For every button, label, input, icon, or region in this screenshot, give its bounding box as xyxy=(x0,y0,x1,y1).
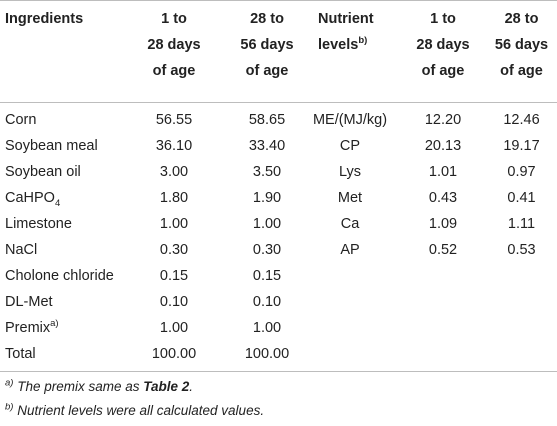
table-reference-link[interactable]: Table 2 xyxy=(143,379,190,394)
nutrient-name: Ca xyxy=(340,216,360,232)
ingredient-value-28-56: 3.50 xyxy=(252,164,282,180)
header-line: Nutrient xyxy=(318,11,374,27)
ingredient-name: DL-Met xyxy=(5,294,53,310)
nutrient-value-28-56: 0.53 xyxy=(507,242,536,258)
header-nutrients-28-to-56-days: 28 to 56 days of age xyxy=(488,6,555,84)
ingredient-value-1-28: 100.00 xyxy=(151,346,197,362)
header-line: of age xyxy=(245,63,289,79)
ingredient-value-28-56: 1.00 xyxy=(252,216,282,232)
footnote-text: Nutrient levels were all calculated valu… xyxy=(13,403,265,418)
header-line: of age xyxy=(152,63,196,79)
ingredient-name-text: Premix xyxy=(5,320,51,336)
header-nutrients-1-to-28-days: 1 to 28 days of age xyxy=(408,6,478,84)
ingredient-value-1-28: 56.55 xyxy=(155,112,193,128)
header-nutrient-levels: Nutrient levelsb) xyxy=(318,6,404,58)
header-line: 1 to xyxy=(430,11,456,27)
footnote-b: b) Nutrient levels were all calculated v… xyxy=(5,402,264,420)
nutrient-name: CP xyxy=(339,138,361,154)
ingredient-value-1-28: 0.10 xyxy=(159,294,189,310)
footnote-marker: b) xyxy=(358,35,368,47)
ingredient-value-1-28: 1.00 xyxy=(159,320,189,336)
footnote-marker: a) xyxy=(5,377,14,389)
ingredient-name: CaHPO4 xyxy=(5,185,60,211)
ingredient-value-28-56: 1.00 xyxy=(252,320,282,336)
top-rule xyxy=(0,0,557,1)
nutrient-value-1-28: 1.01 xyxy=(428,164,458,180)
nutrient-value-28-56: 1.11 xyxy=(507,216,536,232)
ingredient-value-28-56: 0.15 xyxy=(252,268,282,284)
ingredient-value-28-56: 0.30 xyxy=(252,242,282,258)
header-ingredients-28-to-56-days: 28 to 56 days of age xyxy=(222,6,312,84)
bottom-rule xyxy=(0,371,557,372)
header-ingredients: Ingredients xyxy=(5,11,84,27)
ingredient-value-28-56: 100.00 xyxy=(244,346,290,362)
header-ingredients-1-to-28-days: 1 to 28 days of age xyxy=(128,6,220,84)
ingredient-name: Soybean oil xyxy=(5,164,81,180)
footnote-a: a) The premix same as Table 2. xyxy=(5,378,193,396)
nutrient-value-1-28: 0.52 xyxy=(428,242,458,258)
ingredient-name: Cholone chloride xyxy=(5,268,114,284)
nutrient-value-28-56: 0.97 xyxy=(507,164,536,180)
header-line: 56 days xyxy=(494,37,549,53)
nutrient-value-1-28: 0.43 xyxy=(428,190,458,206)
ingredient-value-28-56: 1.90 xyxy=(252,190,282,206)
nutrient-value-28-56: 0.41 xyxy=(507,190,536,206)
nutrient-value-1-28: 12.20 xyxy=(424,112,462,128)
ingredient-value-1-28: 0.15 xyxy=(159,268,189,284)
header-line: 1 to xyxy=(161,11,187,27)
ingredient-subscript: 4 xyxy=(54,197,61,209)
ingredient-name-text: CaHPO xyxy=(5,190,55,206)
ingredient-name: Soybean meal xyxy=(5,138,98,154)
ingredient-value-28-56: 0.10 xyxy=(252,294,282,310)
footnote-text: . xyxy=(189,379,194,394)
footnote-text: The premix same as xyxy=(13,379,144,394)
ingredient-name: NaCl xyxy=(5,242,38,258)
header-line: 28 days xyxy=(416,37,470,53)
ingredient-name: Total xyxy=(5,346,36,362)
nutrient-value-1-28: 1.09 xyxy=(428,216,458,232)
ingredient-value-1-28: 36.10 xyxy=(155,138,193,154)
header-rule xyxy=(0,102,557,103)
nutrient-value-1-28: 20.13 xyxy=(424,138,462,154)
header-line: 56 days xyxy=(240,37,294,53)
header-line: 28 days xyxy=(147,37,201,53)
header-line: of age xyxy=(421,63,465,79)
footnote-marker: b) xyxy=(5,401,14,413)
nutrient-value-28-56: 19.17 xyxy=(503,138,540,154)
ingredient-value-1-28: 1.80 xyxy=(159,190,189,206)
nutrient-name: Met xyxy=(337,190,363,206)
ingredient-value-1-28: 1.00 xyxy=(159,216,189,232)
nutrient-name: AP xyxy=(340,242,360,258)
ingredient-value-28-56: 33.40 xyxy=(248,138,286,154)
ingredient-value-1-28: 3.00 xyxy=(159,164,189,180)
header-line-text: levels xyxy=(318,37,359,53)
header-line: 28 to xyxy=(504,11,539,27)
header-line: levelsb) xyxy=(318,32,404,58)
ingredient-name: Premixa) xyxy=(5,315,59,341)
header-line: of age xyxy=(500,63,543,79)
footnote-marker: a) xyxy=(50,318,59,330)
ingredient-name: Limestone xyxy=(5,216,72,232)
nutrient-name: Lys xyxy=(338,164,362,180)
ingredient-name: Corn xyxy=(5,112,37,128)
ingredient-value-1-28: 0.30 xyxy=(159,242,189,258)
nutrient-value-28-56: 12.46 xyxy=(503,112,540,128)
header-line: 28 to xyxy=(250,11,284,27)
ingredient-value-28-56: 58.65 xyxy=(248,112,286,128)
nutrient-name: ME/(MJ/kg) xyxy=(312,112,388,128)
